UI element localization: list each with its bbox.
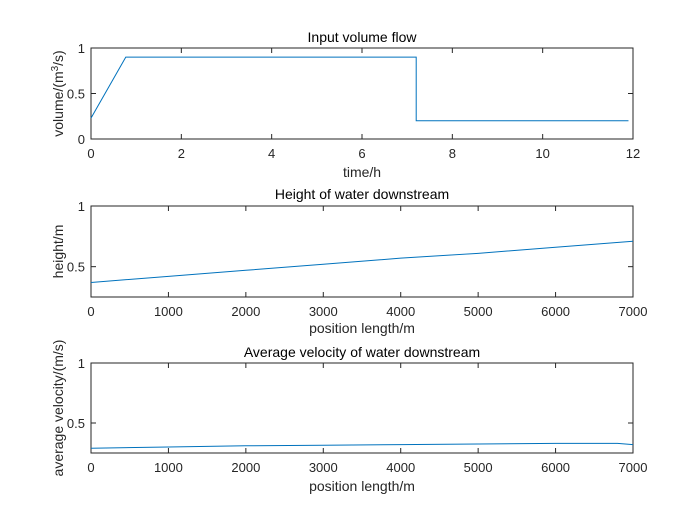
series-group xyxy=(90,442,634,449)
x-tick-label: 0 xyxy=(87,304,94,319)
series-group xyxy=(90,56,629,122)
chart-title: Input volume flow xyxy=(308,29,418,45)
series-group xyxy=(90,240,634,283)
tick-group: 0 1000 2000 3000 4000 5000 6000 7000 0.5 1 xyxy=(67,356,648,475)
x-tick-label: 4000 xyxy=(386,304,415,319)
y-tick-label: 0 xyxy=(78,132,85,147)
x-axis-label: position length/m xyxy=(309,320,415,336)
x-axis-label: time/h xyxy=(343,164,381,180)
y-tick-label: 0.5 xyxy=(67,416,85,431)
x-tick-label: 7000 xyxy=(619,460,648,475)
y-tick-label: 0.5 xyxy=(67,260,85,275)
x-tick-label: 6000 xyxy=(541,304,570,319)
x-tick-label: 1000 xyxy=(154,460,183,475)
x-tick-label: 3000 xyxy=(309,460,338,475)
y-axis-label-superscript: 3 xyxy=(50,65,61,71)
x-tick-label: 1000 xyxy=(154,304,183,319)
chart-title: Average velocity of water downstream xyxy=(244,344,480,360)
x-tick-label: 6 xyxy=(358,146,365,161)
y-axis-label-main: volume/(m xyxy=(50,71,66,136)
y-tick-label: 0.5 xyxy=(67,87,85,102)
y-axis-label: average velocity/(m/s) xyxy=(50,340,66,477)
plot-area xyxy=(90,362,634,454)
x-tick-label: 3000 xyxy=(309,304,338,319)
x-tick-label: 12 xyxy=(626,146,640,161)
x-tick-label: 5000 xyxy=(464,460,493,475)
tick-group: 0 1000 2000 3000 4000 5000 6000 7000 0.5 1 xyxy=(67,199,648,319)
y-axis-label: height/m xyxy=(50,225,66,279)
chart-title: Height of water downstream xyxy=(275,186,449,202)
y-tick-label: 1 xyxy=(78,356,85,371)
y-tick-label: 1 xyxy=(78,41,85,56)
series-line xyxy=(90,240,634,283)
series-line xyxy=(90,442,634,449)
plot-area xyxy=(90,205,634,298)
x-axis-label: position length/m xyxy=(309,478,415,494)
series-line xyxy=(90,56,629,122)
x-tick-label: 2000 xyxy=(231,304,260,319)
y-axis-label: volume/(m3/s) xyxy=(50,50,66,136)
y-tick-label: 1 xyxy=(78,199,85,214)
x-tick-label: 7000 xyxy=(619,304,648,319)
tick-group: 0 2 4 6 8 10 12 0 0.5 1 xyxy=(67,41,640,161)
subplot-average-velocity: Average velocity of water downstream 0 10… xyxy=(50,340,647,494)
x-tick-label: 4000 xyxy=(386,460,415,475)
x-tick-label: 0 xyxy=(87,460,94,475)
subplot-height-of-water: Height of water downstream 0 1000 2000 3000… xyxy=(50,186,647,336)
x-tick-label: 5000 xyxy=(464,304,493,319)
x-tick-label: 0 xyxy=(87,146,94,161)
x-tick-label: 2000 xyxy=(231,460,260,475)
y-axis-label-tail: /s) xyxy=(50,50,66,66)
x-tick-label: 4 xyxy=(268,146,275,161)
plot-area xyxy=(90,47,634,140)
x-tick-label: 10 xyxy=(535,146,549,161)
x-tick-label: 6000 xyxy=(541,460,570,475)
x-tick-label: 8 xyxy=(449,146,456,161)
x-tick-label: 2 xyxy=(178,146,185,161)
